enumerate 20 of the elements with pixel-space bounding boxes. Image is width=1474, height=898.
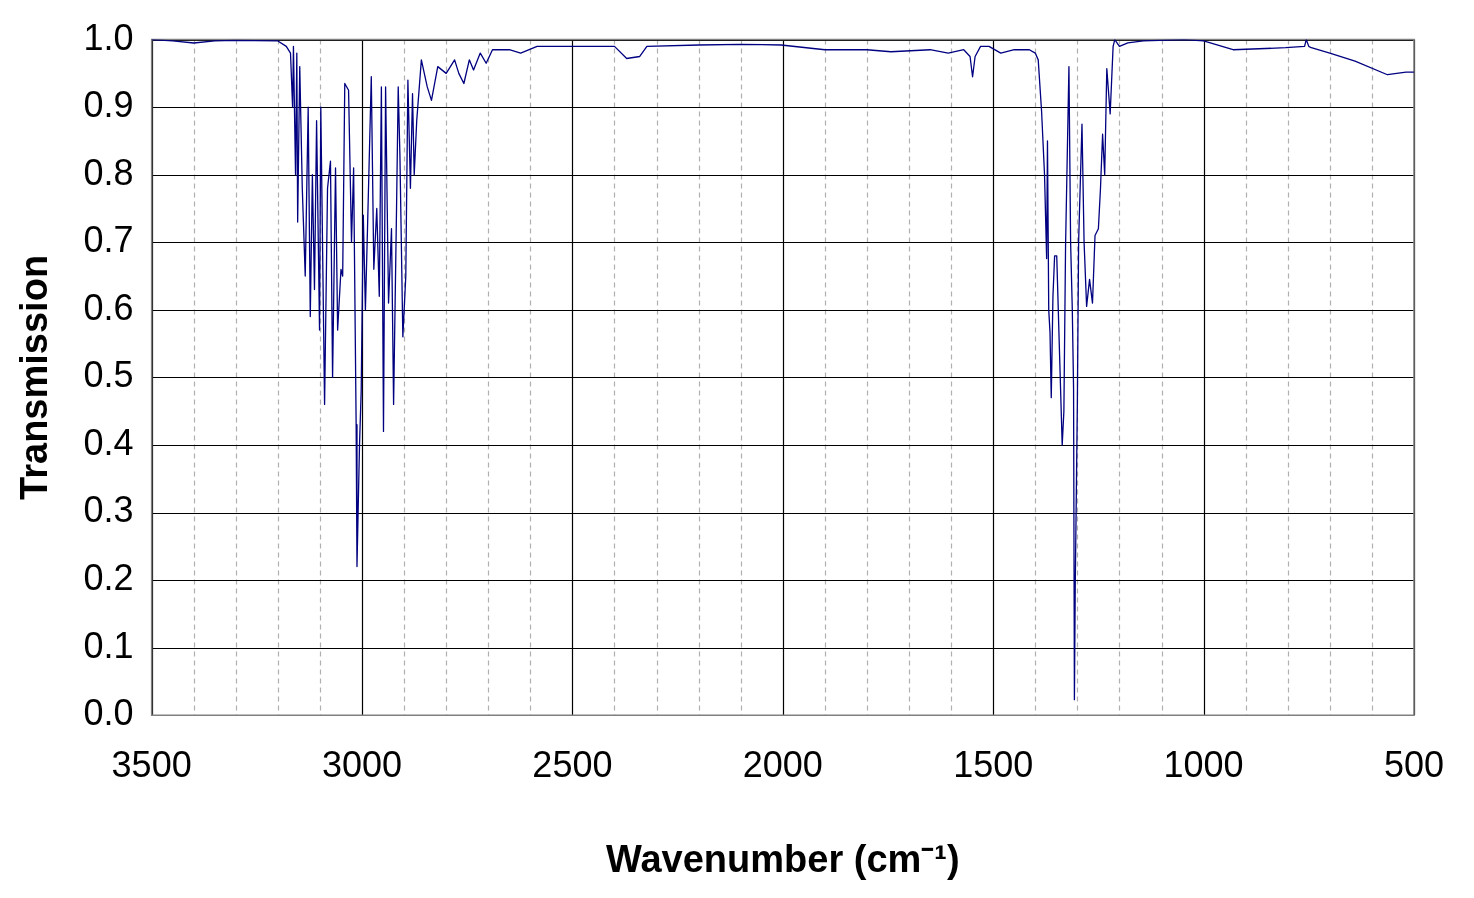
x-tick-label: 3000 — [321, 743, 403, 785]
y-tick-label: 0.3 — [83, 489, 134, 531]
y-tick-label: 0.1 — [83, 624, 134, 666]
x-tick-label: 500 — [1383, 743, 1445, 785]
y-tick-label: 0.2 — [83, 557, 134, 598]
x-axis-title: Wavenumber (cm⁻¹) — [605, 837, 960, 880]
y-tick-label: 1.0 — [83, 16, 134, 58]
y-tick-label: 0.6 — [83, 286, 134, 328]
x-tick-label: 1500 — [953, 743, 1034, 785]
y-tick-label: 0.5 — [83, 354, 134, 396]
x-tick-label: 2000 — [742, 743, 823, 785]
y-axis-title: Transmission — [13, 254, 56, 500]
x-tick-label: 3500 — [111, 743, 192, 785]
x-tick-label: 2500 — [532, 743, 613, 785]
x-tick-label: 1000 — [1163, 743, 1244, 785]
y-tick-label: 0.7 — [83, 219, 134, 261]
y-tick-label: 0.4 — [83, 421, 134, 463]
y-tick-label: 0.8 — [83, 151, 134, 193]
y-tick-label: 0.9 — [83, 84, 134, 126]
y-tick-label: 0.0 — [83, 692, 134, 734]
